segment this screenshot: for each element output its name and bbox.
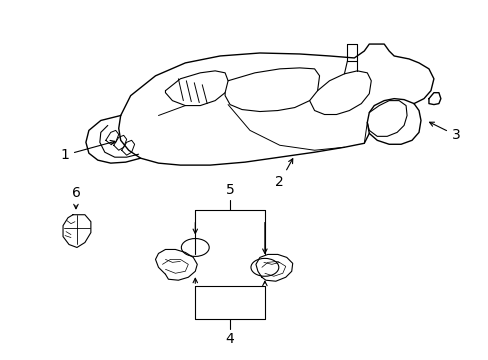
- Text: 5: 5: [225, 183, 234, 197]
- Text: 6: 6: [71, 186, 80, 200]
- Text: 1: 1: [60, 140, 115, 162]
- Text: 2: 2: [275, 159, 292, 189]
- Text: 3: 3: [428, 122, 460, 142]
- Text: 4: 4: [225, 332, 234, 346]
